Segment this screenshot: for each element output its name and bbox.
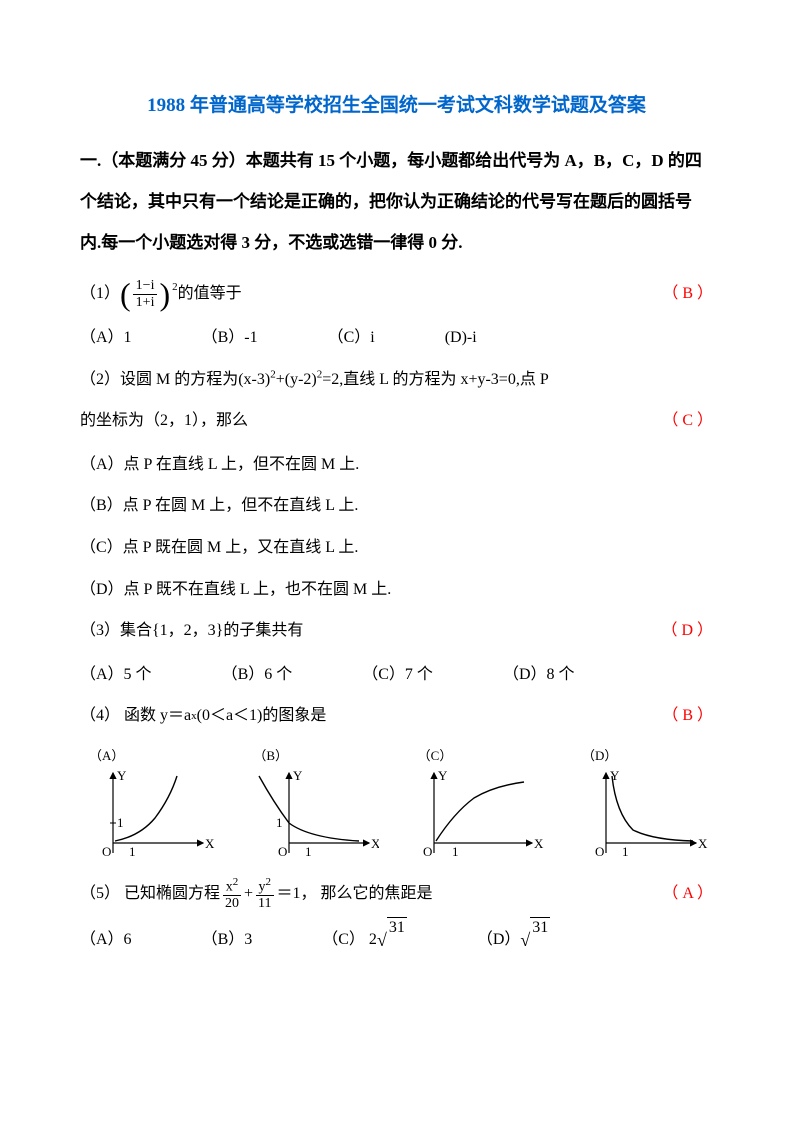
graph-c-xone: 1 xyxy=(452,844,459,859)
q2-option-c: （C）点 P 既在圆 M 上，又在直线 L 上. xyxy=(80,527,713,569)
q1-numerator: 1−i xyxy=(133,278,158,294)
q5-answer: （ A ） xyxy=(662,873,713,915)
q4-prefix: （4） 函数 y＝a xyxy=(80,695,191,737)
graph-c-x: X xyxy=(534,836,544,851)
q3-option-c: （C）7 个 xyxy=(362,654,433,696)
q3-text: （3）集合{1，2，3}的子集共有 xyxy=(80,610,303,652)
q5-option-c: （C） 2√31 xyxy=(322,917,407,964)
question-2: （2）设圆 M 的方程为(x-3)2+(y-2)2=2,直线 L 的方程为 x+… xyxy=(80,359,713,442)
graph-c-label: （C） xyxy=(414,745,453,764)
q5-prefix: （5） 已知椭圆方程 xyxy=(80,873,220,915)
q3-option-d: （D）8 个 xyxy=(503,654,575,696)
q1-prefix: （1） xyxy=(80,273,120,315)
q2-answer: （ C ） xyxy=(662,400,713,442)
graph-a-one: 1 xyxy=(117,815,124,830)
question-3: （3）集合{1，2，3}的子集共有 （ D ） xyxy=(80,610,713,652)
q5-frac2: y2 11 xyxy=(255,876,274,911)
q1-option-a: （A）1 xyxy=(80,317,132,359)
q5-frac2-den: 11 xyxy=(255,896,274,911)
close-paren: ) xyxy=(159,278,170,310)
open-paren: ( xyxy=(120,278,131,310)
q1-stem: （1） ( 1−i 1+i ) 2 的值等于 xyxy=(80,273,662,315)
graph-c-svg: O 1 X Y xyxy=(414,768,544,863)
q2-options: （A）点 P 在直线 L 上，但不在圆 M 上. （B）点 P 在圆 M 上，但… xyxy=(80,444,713,610)
page-title: 1988 年普通高等学校招生全国统一考试文科数学试题及答案 xyxy=(80,90,713,117)
q2-line1: （2）设圆 M 的方程为(x-3)2+(y-2)2=2,直线 L 的方程为 x+… xyxy=(80,359,713,401)
q2-l1-mid: +(y-2) xyxy=(276,371,317,388)
graph-a-origin: O xyxy=(102,844,111,859)
q5-frac1-den: 20 xyxy=(222,896,242,911)
question-1: （1） ( 1−i 1+i ) 2 的值等于 （ B ） xyxy=(80,273,713,315)
q3-option-b: （B）6 个 xyxy=(222,654,293,696)
q5-options: （A）6 （B）3 （C） 2√31 （D） √31 xyxy=(80,917,713,964)
graph-a-x: X xyxy=(205,836,215,851)
q1-fraction: 1−i 1+i xyxy=(133,278,158,310)
q2-option-a: （A）点 P 在直线 L 上，但不在圆 M 上. xyxy=(80,444,713,486)
q5-plus: + xyxy=(244,873,253,915)
q4-graphs: （A） 1 O 1 X Y （B） 1 O 1 X Y （C） xyxy=(80,745,713,863)
graph-b-one: 1 xyxy=(276,815,283,830)
graph-a-y: Y xyxy=(117,768,127,783)
q5-frac1-num: x2 xyxy=(223,876,242,896)
graph-c-origin: O xyxy=(423,844,432,859)
question-5: （5） 已知椭圆方程 x2 20 + y2 11 ＝1， 那么它的焦距是 （ A… xyxy=(80,873,713,915)
question-4: （4） 函数 y＝ax(0＜a＜1)的图象是 （ B ） xyxy=(80,695,713,737)
graph-d-xone: 1 xyxy=(622,844,629,859)
graph-b-label: （B） xyxy=(249,745,288,764)
graph-b-x: X xyxy=(371,836,379,851)
graph-b-xone: 1 xyxy=(305,844,312,859)
graph-d-origin: O xyxy=(595,844,604,859)
graph-d-svg: O 1 X Y xyxy=(578,768,708,863)
q1-answer: （ B ） xyxy=(662,273,713,315)
q2-option-d: （D）点 P 既不在直线 L 上，也不在圆 M 上. xyxy=(80,569,713,611)
q5-frac1: x2 20 xyxy=(222,876,242,911)
graph-c-y: Y xyxy=(438,768,448,783)
graph-b: （B） 1 O 1 X Y xyxy=(249,745,379,863)
graph-d-y: Y xyxy=(610,768,620,783)
q2-l1-suffix: =2,直线 L 的方程为 x+y-3=0,点 P xyxy=(322,371,548,388)
graph-a-xone: 1 xyxy=(129,844,136,859)
q1-option-b: （B）-1 xyxy=(202,317,258,359)
q5-option-b: （B）3 xyxy=(202,917,253,964)
q4-answer: （ B ） xyxy=(662,695,713,737)
q1-options: （A）1 （B）-1 （C）i (D)-i xyxy=(80,317,713,359)
graph-b-svg: 1 O 1 X Y xyxy=(249,768,379,863)
q1-expression: ( 1−i 1+i ) 2 xyxy=(120,278,178,310)
q1-suffix: 的值等于 xyxy=(178,273,242,315)
graph-d: （D） O 1 X Y xyxy=(578,745,708,863)
q1-denominator: 1+i xyxy=(133,295,158,310)
q1-option-d: (D)-i xyxy=(445,317,477,359)
q4-stem: （4） 函数 y＝ax(0＜a＜1)的图象是 xyxy=(80,695,662,737)
q5-option-a: （A）6 xyxy=(80,917,132,964)
q4-suffix: (0＜a＜1)的图象是 xyxy=(197,695,327,737)
q3-options: （A）5 个 （B）6 个 （C）7 个 （D）8 个 xyxy=(80,654,713,696)
q5-option-d: （D） √31 xyxy=(477,917,550,964)
graph-b-y: Y xyxy=(293,768,303,783)
q5-stem: （5） 已知椭圆方程 x2 20 + y2 11 ＝1， 那么它的焦距是 xyxy=(80,873,662,915)
q3-option-a: （A）5 个 xyxy=(80,654,152,696)
q5-frac2-num: y2 xyxy=(256,876,275,896)
graph-b-origin: O xyxy=(278,844,287,859)
q5-suffix: ＝1， 那么它的焦距是 xyxy=(277,873,433,915)
q2-option-b: （B）点 P 在圆 M 上，但不在直线 L 上. xyxy=(80,485,713,527)
graph-a: （A） 1 O 1 X Y xyxy=(85,745,215,863)
graph-a-svg: 1 O 1 X Y xyxy=(85,768,215,863)
q2-line2: 的坐标为（2，1），那么 xyxy=(80,400,248,442)
graph-a-label: （A） xyxy=(85,745,124,764)
graph-d-x: X xyxy=(698,836,708,851)
graph-d-label: （D） xyxy=(578,745,617,764)
q3-answer: （ D ） xyxy=(661,610,713,652)
q1-option-c: （C）i xyxy=(328,317,375,359)
q2-l1-prefix: （2）设圆 M 的方程为(x-3) xyxy=(80,371,270,388)
graph-c: （C） O 1 X Y xyxy=(414,745,544,863)
section-header: 一.（本题满分 45 分）本题共有 15 个小题，每小题都给出代号为 A，B，C… xyxy=(80,141,713,263)
